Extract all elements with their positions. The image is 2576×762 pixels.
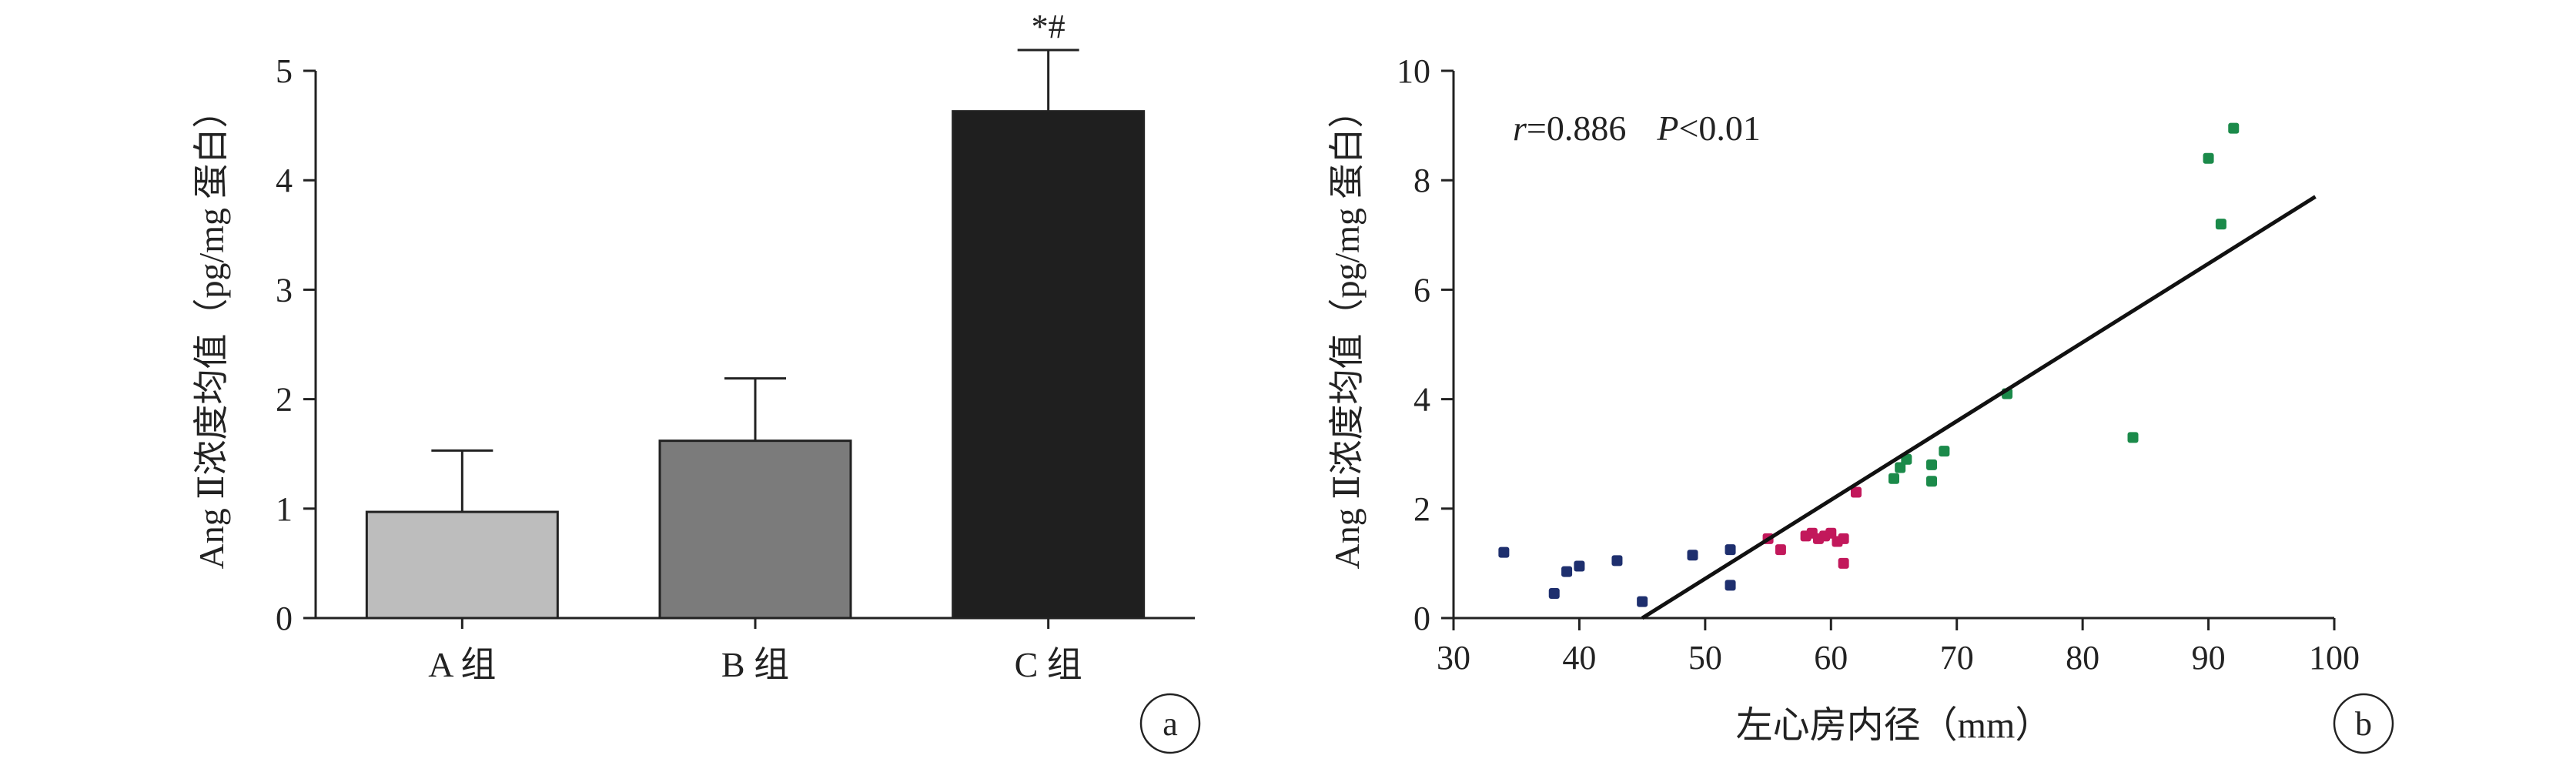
scatter-point <box>1838 533 1849 544</box>
correlation-r-symbol: r <box>1513 109 1527 148</box>
scatter-point <box>1850 486 1862 498</box>
bar-chart-y-tick-label: 0 <box>276 600 293 637</box>
scatter-y-axis-label: Ang Ⅱ浓度均值（pg/mg 蛋白） <box>1327 92 1367 569</box>
p-value-symbol: P <box>1656 109 1678 148</box>
scatter-point <box>1825 527 1837 539</box>
scatter-point <box>1637 596 1648 607</box>
scatter-point <box>2215 219 2226 230</box>
scatter-point <box>1498 546 1510 558</box>
scatter-point <box>1895 462 1906 473</box>
bar <box>658 439 852 620</box>
scatter-point <box>2228 122 2240 134</box>
scatter-x-tick-label: 30 <box>1437 639 1470 677</box>
bar-chart-y-axis-label: Ang Ⅱ浓度均值（pg/mg 蛋白） <box>192 92 231 569</box>
scatter-x-tick-label: 40 <box>1562 639 1596 677</box>
bar-chart-y-tick-label: 2 <box>276 381 293 419</box>
bar-category-label: C 组 <box>1015 645 1082 684</box>
bar-chart-y-tick-label: 3 <box>276 271 293 309</box>
scatter-y-tick-label: 2 <box>1413 490 1430 528</box>
scatter-x-tick-label: 50 <box>1688 639 1722 677</box>
bar-chart-y-tick-label: 1 <box>276 490 293 528</box>
correlation-stats: r=0.886 P<0.01 <box>1513 109 1761 148</box>
bar-category-label: A 组 <box>428 645 496 684</box>
bar-chart-panel: Ang Ⅱ浓度均值（pg/mg 蛋白） 0 1 2 3 4 5 A 组 B 组 C 组 *# a <box>192 8 1201 754</box>
scatter-x-tick-label: 60 <box>1814 639 1848 677</box>
scatter-point <box>1725 580 1736 591</box>
scatter-point <box>1725 544 1736 556</box>
scatter-chart-panel: Ang Ⅱ浓度均值（pg/mg 蛋白） 0 2 4 6 8 10 30 40 50 60 70 80 9… <box>1327 52 2394 754</box>
bar <box>952 110 1146 620</box>
panel-label-a: a <box>1163 705 1178 743</box>
scatter-point <box>1548 588 1560 600</box>
bar-chart-y-tick-label: 4 <box>276 162 293 199</box>
scatter-y-tick-label: 0 <box>1413 600 1430 637</box>
scatter-y-tick-label: 4 <box>1413 381 1430 419</box>
scatter-point <box>1926 459 1938 470</box>
scatter-y-tick-label: 8 <box>1413 162 1430 199</box>
scatter-point <box>1939 446 1950 457</box>
p-value: <0.01 <box>1678 109 1760 148</box>
regression-line <box>1641 195 2317 620</box>
scatter-point <box>1838 557 1849 569</box>
scatter-point <box>1926 476 1938 487</box>
scatter-y-tick-label: 10 <box>1397 52 1430 90</box>
scatter-x-tick-label: 90 <box>2192 639 2226 677</box>
bar-significance-annotation: *# <box>1032 8 1066 45</box>
scatter-point <box>2127 432 2139 443</box>
bar-category-label: B 组 <box>721 645 789 684</box>
scatter-x-tick-label: 100 <box>2309 639 2360 677</box>
scatter-point <box>1687 550 1698 561</box>
scatter-point <box>1901 453 1912 465</box>
panel-label-circle-b <box>2333 693 2394 754</box>
scatter-x-tick-label: 70 <box>1940 639 1974 677</box>
bar <box>365 510 559 620</box>
scatter-x-tick-label: 80 <box>2066 639 2099 677</box>
correlation-r-value: =0.886 <box>1527 109 1626 148</box>
scatter-point <box>1889 473 1899 484</box>
scatter-point <box>1611 555 1623 566</box>
panel-label-b: b <box>2355 705 2372 743</box>
panel-label-circle-a <box>1139 693 1201 754</box>
scatter-point <box>1574 560 1585 572</box>
bar-chart-y-tick-label: 5 <box>276 52 293 90</box>
scatter-point <box>1561 566 1573 577</box>
scatter-y-tick-label: 6 <box>1413 271 1430 309</box>
scatter-x-axis-label: 左心房内径（mm） <box>1736 705 2052 746</box>
scatter-point <box>2203 152 2214 164</box>
scatter-point <box>1775 544 1786 556</box>
